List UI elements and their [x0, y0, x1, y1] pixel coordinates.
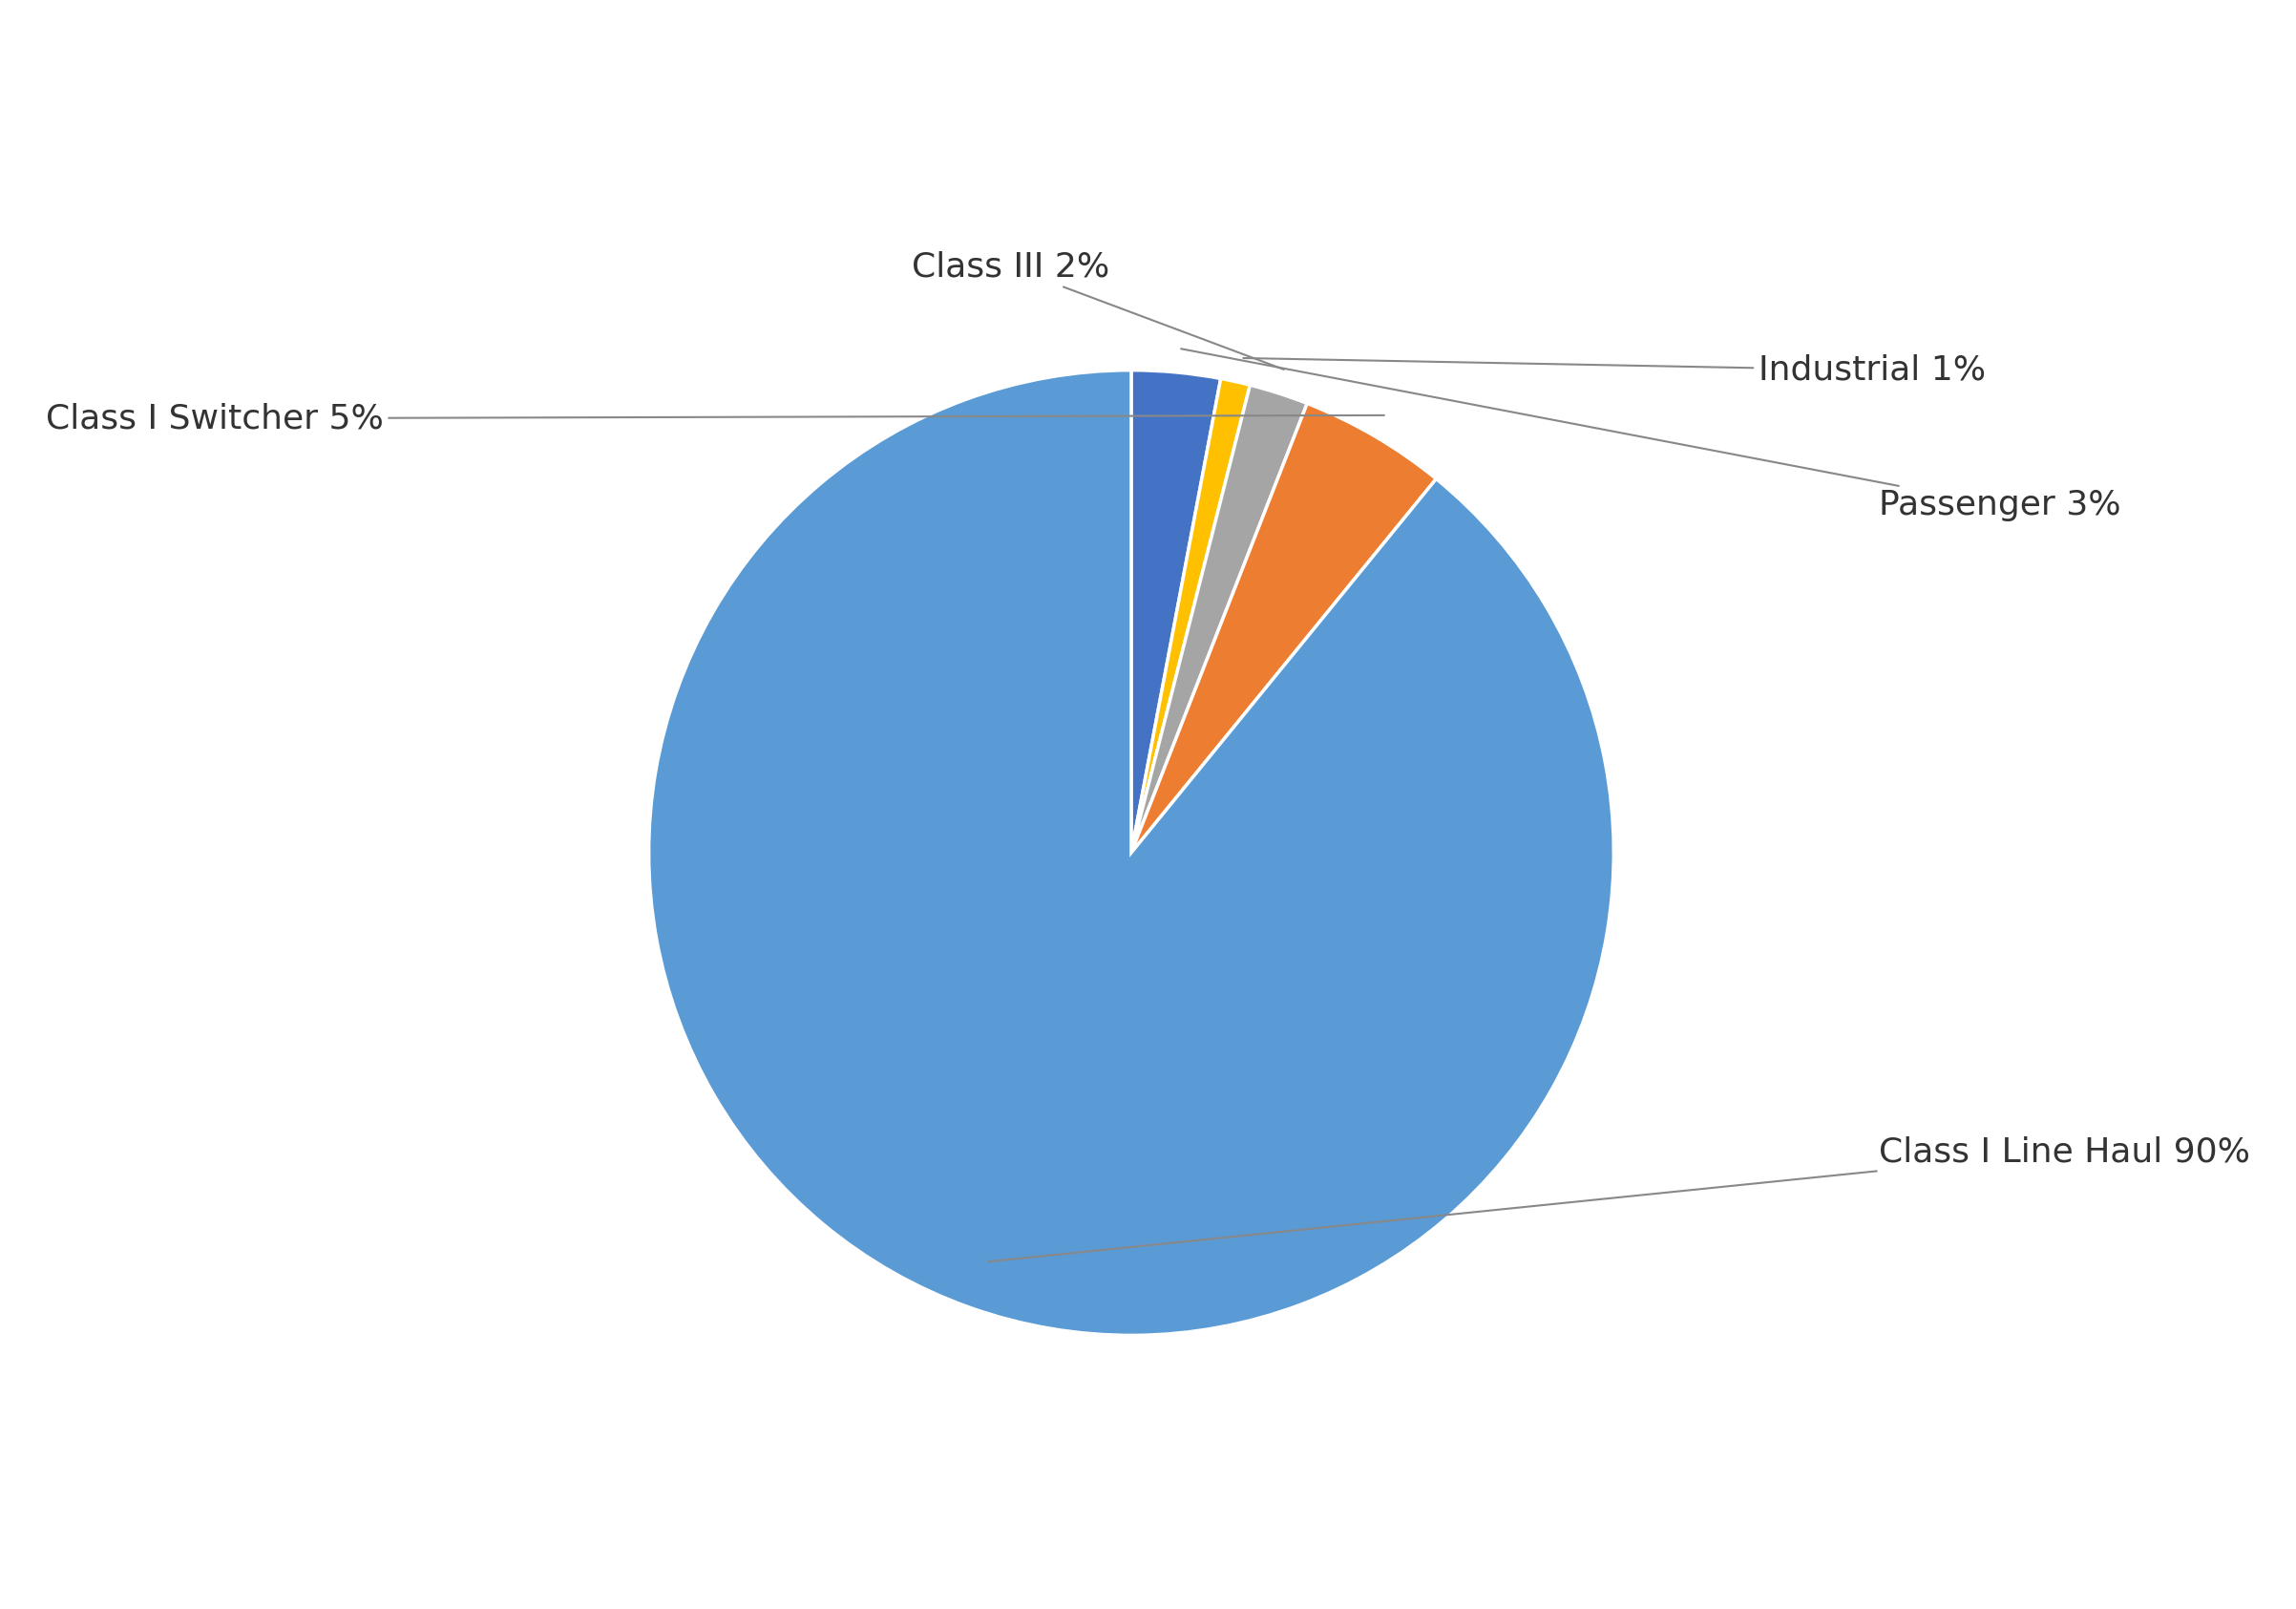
Text: Class I Switcher 5%: Class I Switcher 5% — [46, 402, 1384, 434]
Wedge shape — [1132, 404, 1437, 853]
Text: Class III 2%: Class III 2% — [912, 251, 1283, 370]
Wedge shape — [1132, 370, 1221, 853]
Wedge shape — [1132, 385, 1306, 853]
Text: Industrial 1%: Industrial 1% — [1244, 354, 1986, 386]
Text: Class I Line Haul 90%: Class I Line Haul 90% — [987, 1136, 2250, 1261]
Wedge shape — [1132, 378, 1249, 853]
Wedge shape — [650, 370, 1614, 1335]
Text: Passenger 3%: Passenger 3% — [1180, 349, 2122, 521]
